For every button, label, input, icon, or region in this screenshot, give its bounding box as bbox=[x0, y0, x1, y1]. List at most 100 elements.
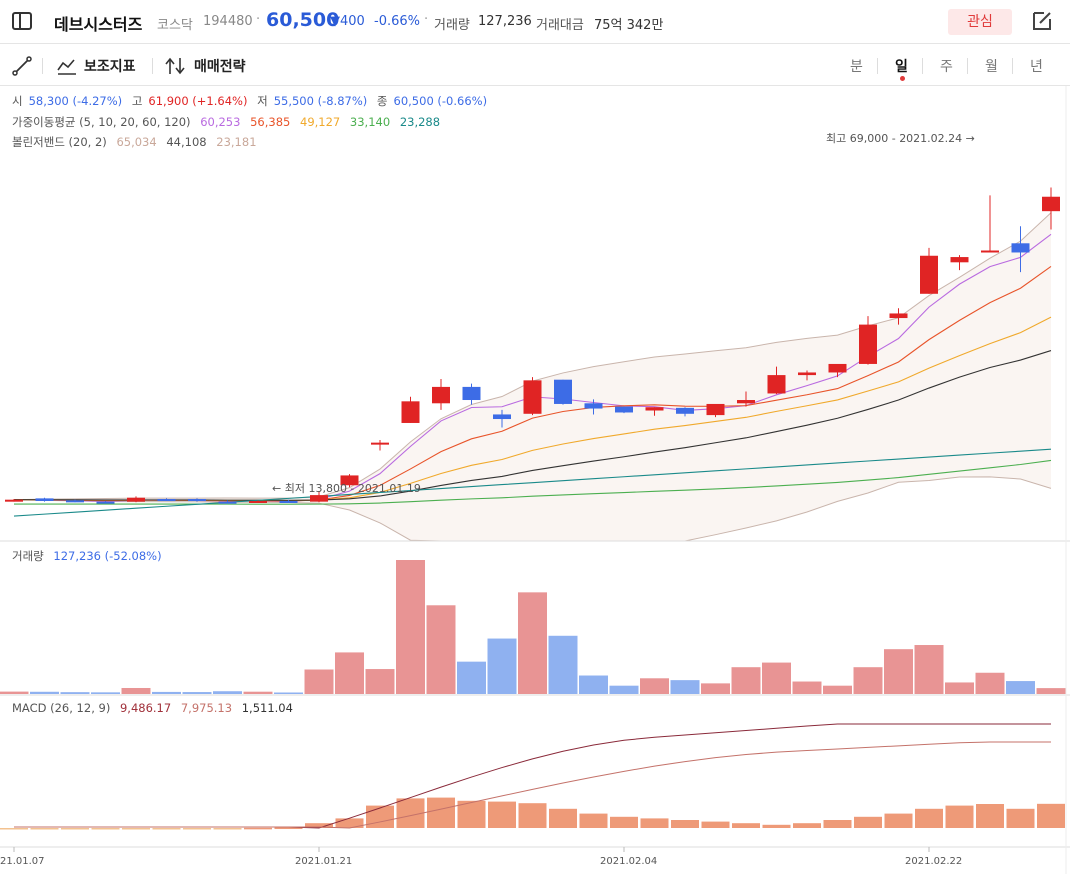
bb-mid-line bbox=[13, 350, 1052, 501]
edit-icon[interactable] bbox=[1031, 10, 1053, 32]
candle-body bbox=[981, 250, 999, 253]
low-value: 55,500 (-8.87%) bbox=[273, 94, 368, 108]
candle-body bbox=[859, 324, 877, 364]
candle-body bbox=[96, 501, 115, 504]
period-tab-year[interactable]: 년 bbox=[1030, 59, 1043, 75]
candle-body bbox=[340, 475, 359, 486]
volume-legend-label: 거래량 bbox=[12, 549, 44, 563]
indicator-icon bbox=[57, 59, 76, 75]
bollinger-band bbox=[13, 212, 1052, 542]
volume-bar bbox=[884, 649, 913, 694]
macd-hist-bar bbox=[61, 828, 89, 830]
volume-bar bbox=[518, 592, 547, 694]
open-value: 58,300 (-4.27%) bbox=[28, 94, 123, 108]
candle bbox=[249, 500, 267, 503]
ma-label: 가중이동평균 (5, 10, 20, 60, 120) bbox=[12, 115, 191, 129]
macd-value: 9,486.17 bbox=[119, 701, 172, 715]
macd-hist-bar bbox=[915, 808, 943, 828]
candle bbox=[371, 440, 389, 451]
chart-area[interactable]: 21.01.07 2021.01.21 2021.02.04 2021.02.22 최… bbox=[0, 86, 1070, 874]
macd-hist-bar bbox=[854, 816, 882, 828]
amount-label: 거래대금 bbox=[536, 18, 584, 33]
macd-hist-bar bbox=[976, 804, 1004, 828]
candle bbox=[981, 195, 999, 253]
close-label: 종 bbox=[376, 94, 388, 108]
stock-name: 데브시스터즈 bbox=[54, 15, 143, 34]
high-label: 고 bbox=[131, 94, 143, 108]
candle bbox=[127, 496, 145, 503]
volume-bar bbox=[640, 678, 669, 694]
candle-body bbox=[615, 406, 633, 413]
macd-label: MACD (26, 12, 9) bbox=[12, 701, 111, 715]
chart-toolbar: 보조지표 매매전략 분 일 주 월 년 bbox=[0, 44, 1070, 86]
candle-body bbox=[1011, 243, 1030, 253]
period-tab-month[interactable]: 월 bbox=[985, 59, 998, 75]
macd-hist-bar bbox=[366, 805, 394, 828]
candle bbox=[462, 383, 481, 405]
favorite-button[interactable]: 관심 bbox=[948, 9, 1012, 35]
toolbar-divider bbox=[42, 58, 43, 74]
macd-hist-bar bbox=[671, 820, 699, 828]
candle bbox=[767, 366, 786, 395]
volume-bar bbox=[701, 683, 730, 694]
draw-line-icon[interactable] bbox=[12, 56, 32, 76]
sidebar-toggle-icon[interactable] bbox=[12, 12, 32, 30]
macd-hist-bar bbox=[579, 813, 608, 828]
ma120-value: 23,288 bbox=[399, 115, 441, 129]
candle-body bbox=[1042, 196, 1060, 212]
candle-body bbox=[127, 497, 145, 502]
macd-hist-bar bbox=[732, 823, 760, 828]
x-tick-label: 21.01.07 bbox=[0, 856, 45, 867]
volume-bars bbox=[0, 560, 1066, 694]
volume-bar bbox=[304, 669, 334, 694]
volume-bar bbox=[0, 691, 29, 694]
bb-mid-value: 44,108 bbox=[166, 135, 207, 149]
x-tick-label: 2021.02.04 bbox=[600, 856, 657, 867]
indicator-button[interactable]: 보조지표 bbox=[84, 59, 136, 75]
ohlc-legend: 시 58,300 (-4.27%) 고 61,900 (+1.64%) 저 55,50… bbox=[12, 93, 493, 109]
price-change-pct: -0.66% bbox=[374, 14, 420, 29]
macd-hist-bar bbox=[945, 805, 974, 828]
candle bbox=[1011, 226, 1030, 273]
macd-hist-bar bbox=[335, 818, 364, 828]
macd-hist-bar bbox=[823, 820, 852, 828]
volume-bar bbox=[975, 672, 1005, 694]
macd-osc-value: 1,511.04 bbox=[241, 701, 293, 715]
candle bbox=[645, 407, 664, 416]
ma5-value: 60,253 bbox=[200, 115, 241, 129]
bb-lower-value: 23,181 bbox=[216, 135, 257, 149]
macd-hist-bar bbox=[701, 821, 730, 828]
bb-label: 볼린저밴드 (20, 2) bbox=[12, 135, 107, 149]
candle bbox=[1042, 187, 1060, 230]
high-annotation: 최고 69,000 - 2021.02.24 → bbox=[826, 132, 975, 145]
x-tick-label: 2021.01.21 bbox=[295, 856, 352, 867]
volume-bar bbox=[609, 685, 639, 694]
strategy-button[interactable]: 매매전략 bbox=[194, 59, 246, 75]
volume-bar bbox=[945, 682, 974, 694]
ma60-line bbox=[13, 459, 1052, 505]
price-change: ▼400 bbox=[330, 14, 365, 29]
candle bbox=[950, 255, 969, 271]
macd-hist-bar bbox=[1006, 808, 1035, 828]
volume-bar bbox=[1036, 688, 1066, 694]
period-tab-day[interactable]: 일 bbox=[895, 59, 908, 75]
candle-body bbox=[5, 499, 23, 502]
macd-hist-bar bbox=[122, 828, 150, 830]
candle bbox=[523, 377, 542, 416]
macd-hist-bar bbox=[0, 828, 28, 830]
volume-bar bbox=[274, 692, 303, 694]
period-tab-minute[interactable]: 분 bbox=[850, 59, 863, 75]
x-axis: 21.01.07 2021.01.21 2021.02.04 2021.02.22 bbox=[0, 86, 1070, 874]
volume-value: 127,236 bbox=[478, 14, 532, 29]
candle bbox=[889, 308, 908, 325]
period-tab-week[interactable]: 주 bbox=[940, 59, 953, 75]
volume-bar bbox=[60, 692, 90, 694]
open-label: 시 bbox=[12, 94, 23, 108]
macd-hist-bar bbox=[427, 797, 455, 828]
candle bbox=[35, 497, 54, 502]
ma10-value: 56,385 bbox=[250, 115, 291, 129]
candle bbox=[706, 403, 725, 418]
volume-bar bbox=[548, 635, 578, 694]
volume-bar bbox=[365, 669, 395, 694]
toolbar-divider bbox=[152, 58, 153, 74]
